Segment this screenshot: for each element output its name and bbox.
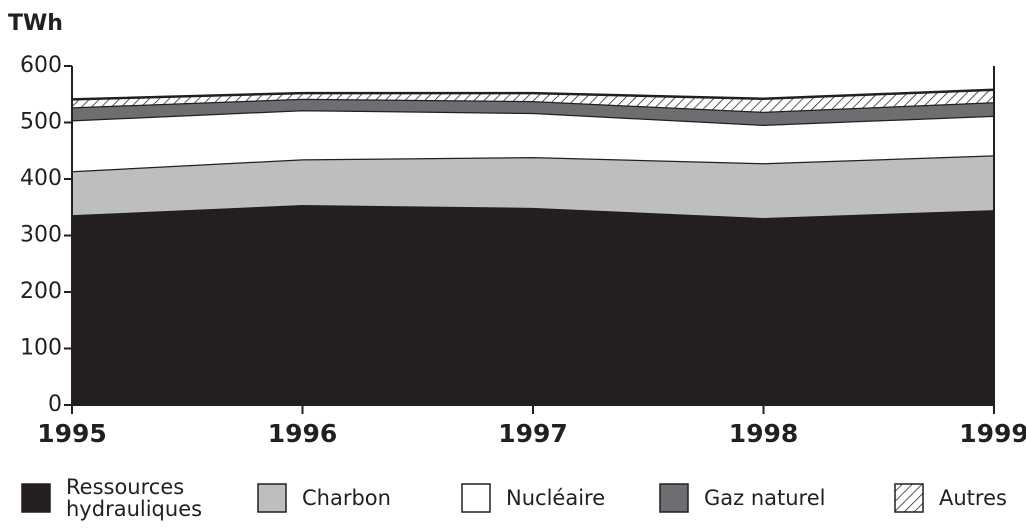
x-tick-label: 1997 — [498, 419, 568, 448]
legend-swatch — [21, 483, 51, 513]
y-tick-label: 200 — [20, 279, 62, 304]
x-tick-label: 1996 — [268, 419, 338, 448]
y-tick-label: 400 — [20, 166, 62, 191]
legend-swatch — [461, 483, 491, 513]
legend-label: Autres — [939, 486, 1007, 510]
x-tick-label: 1999 — [959, 419, 1026, 448]
y-axis-label: TWh — [8, 11, 63, 36]
legend-label: Nucléaire — [506, 486, 606, 510]
legend-label: Charbon — [302, 486, 391, 510]
legend-item: Gaz naturel — [704, 486, 826, 510]
area-fill — [72, 155, 994, 218]
y-tick-label: 300 — [20, 223, 62, 248]
legend-swatch — [894, 483, 924, 513]
legend-item: Ressources hydrauliques — [66, 475, 203, 521]
x-tick-label: 1998 — [729, 419, 799, 448]
legend-swatch — [659, 483, 689, 513]
y-tick-label: 0 — [48, 392, 62, 417]
area-fill — [72, 98, 994, 125]
y-tick-label: 100 — [20, 336, 62, 361]
y-tick-label: 600 — [20, 53, 62, 78]
legend-label: Gaz naturel — [704, 486, 826, 510]
legend-swatch — [257, 483, 287, 513]
area-fill — [72, 89, 994, 112]
legend-item: Charbon — [302, 486, 391, 510]
legend-item: Autres — [939, 486, 1007, 510]
y-tick-label: 500 — [20, 110, 62, 135]
area-fill — [72, 204, 994, 405]
legend-item: Nucléaire — [506, 486, 606, 510]
legend-label: Ressources hydrauliques — [66, 475, 203, 521]
area-top — [71, 88, 995, 101]
x-tick-label: 1995 — [37, 419, 107, 448]
